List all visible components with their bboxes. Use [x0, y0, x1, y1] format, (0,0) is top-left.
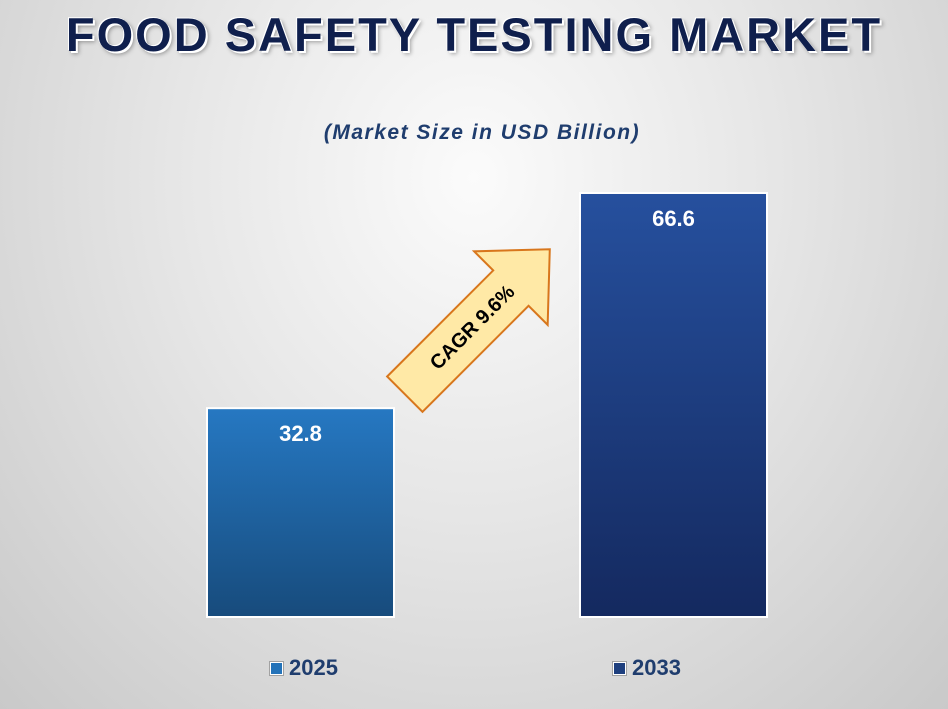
cagr-arrow: CAGR 9.6%: [385, 248, 551, 414]
data-label-2033: 66.6: [652, 206, 695, 231]
bar-2033: [579, 192, 768, 618]
data-label-2025: 32.8: [279, 421, 322, 446]
legend-item-2033: 2033: [613, 655, 681, 681]
legend-swatch-2033: [613, 661, 626, 675]
legend-swatch-2025: [270, 661, 283, 675]
legend-item-2025: 2025: [270, 655, 338, 681]
chart-title: FOOD SAFETY TESTING MARKET: [65, 8, 883, 61]
bar-2025: [206, 407, 395, 619]
chart-subtitle: (Market Size in USD Billion): [323, 121, 641, 144]
legend-label-2033: 2033: [632, 655, 681, 680]
cagr-arrow-shape: [385, 248, 551, 414]
legend-label-2025: 2025: [289, 655, 338, 680]
